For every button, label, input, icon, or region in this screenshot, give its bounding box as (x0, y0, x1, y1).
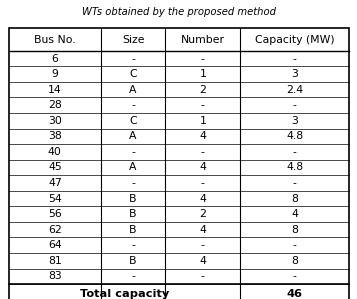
Text: Capacity (MW): Capacity (MW) (255, 35, 335, 45)
Text: C: C (129, 69, 137, 79)
Text: 2.4: 2.4 (286, 85, 303, 95)
Text: -: - (201, 100, 205, 110)
Text: -: - (201, 54, 205, 64)
Text: A: A (129, 85, 137, 95)
Text: 8: 8 (291, 193, 298, 204)
Text: Total capacity: Total capacity (80, 289, 169, 299)
Text: 4: 4 (291, 209, 298, 219)
Text: -: - (293, 54, 297, 64)
Text: -: - (293, 240, 297, 250)
Text: -: - (131, 100, 135, 110)
Text: 14: 14 (48, 85, 62, 95)
Text: 54: 54 (48, 193, 62, 204)
Text: B: B (129, 193, 137, 204)
Text: 28: 28 (48, 100, 62, 110)
Text: 3: 3 (291, 116, 298, 126)
Text: 6: 6 (51, 54, 58, 64)
Text: B: B (129, 256, 137, 266)
Text: A: A (129, 131, 137, 141)
Text: B: B (129, 225, 137, 235)
Text: -: - (131, 178, 135, 188)
Text: -: - (201, 240, 205, 250)
Text: Bus No.: Bus No. (34, 35, 76, 45)
Text: -: - (131, 147, 135, 157)
Text: 2: 2 (200, 85, 206, 95)
Text: 4: 4 (200, 193, 206, 204)
Text: 45: 45 (48, 162, 62, 173)
Text: 56: 56 (48, 209, 62, 219)
Text: 62: 62 (48, 225, 62, 235)
Text: 4: 4 (200, 162, 206, 173)
Text: 47: 47 (48, 178, 62, 188)
Text: 9: 9 (51, 69, 58, 79)
Text: B: B (129, 209, 137, 219)
Text: 40: 40 (48, 147, 62, 157)
Text: 81: 81 (48, 256, 62, 266)
Text: 8: 8 (291, 225, 298, 235)
Text: -: - (201, 147, 205, 157)
Text: WTs obtained by the proposed method: WTs obtained by the proposed method (81, 7, 276, 17)
Text: 4.8: 4.8 (286, 131, 303, 141)
Text: 64: 64 (48, 240, 62, 250)
Text: 4: 4 (200, 131, 206, 141)
Text: -: - (201, 271, 205, 281)
Text: C: C (129, 116, 137, 126)
Text: -: - (131, 240, 135, 250)
Text: Number: Number (181, 35, 225, 45)
Text: 1: 1 (200, 69, 206, 79)
Text: 2: 2 (200, 209, 206, 219)
Text: -: - (293, 147, 297, 157)
Text: 30: 30 (48, 116, 62, 126)
Text: -: - (293, 100, 297, 110)
Text: 83: 83 (48, 271, 62, 281)
Text: -: - (201, 178, 205, 188)
Text: -: - (293, 178, 297, 188)
Text: -: - (293, 271, 297, 281)
Text: 4: 4 (200, 256, 206, 266)
Text: 46: 46 (287, 289, 303, 299)
Text: 8: 8 (291, 256, 298, 266)
Text: -: - (131, 271, 135, 281)
Text: A: A (129, 162, 137, 173)
Text: 38: 38 (48, 131, 62, 141)
Text: Size: Size (122, 35, 144, 45)
Text: 3: 3 (291, 69, 298, 79)
Text: 1: 1 (200, 116, 206, 126)
Text: -: - (131, 54, 135, 64)
Text: 4: 4 (200, 225, 206, 235)
Text: 4.8: 4.8 (286, 162, 303, 173)
